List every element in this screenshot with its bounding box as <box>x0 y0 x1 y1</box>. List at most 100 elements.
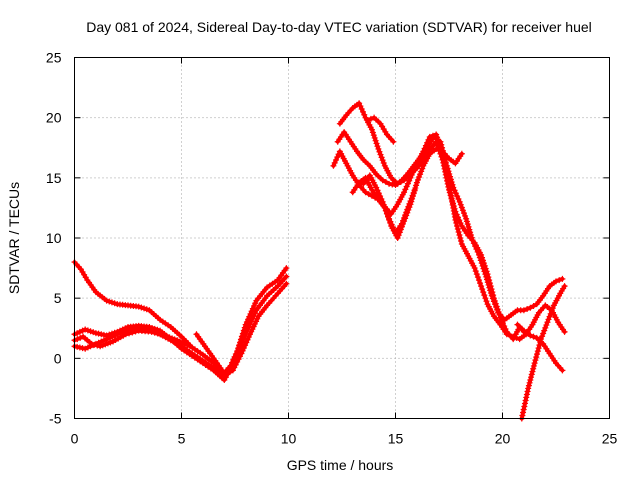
data-point-marker <box>158 331 165 338</box>
series-trace-j <box>360 172 418 237</box>
data-point-marker <box>457 235 464 241</box>
data-point-marker <box>490 295 497 302</box>
data-point-marker <box>390 138 397 145</box>
data-point-marker <box>401 189 408 196</box>
data-point-marker <box>487 283 494 290</box>
data-point-marker <box>466 226 473 233</box>
data-point-marker <box>74 343 81 350</box>
data-point-marker <box>450 200 457 207</box>
data-point-marker <box>479 254 486 261</box>
data-point-marker <box>143 306 150 313</box>
data-point-marker <box>465 223 472 230</box>
data-point-marker <box>483 268 490 275</box>
data-point-marker <box>103 297 110 304</box>
data-point-marker <box>387 218 394 225</box>
data-point-marker <box>91 341 98 348</box>
series-trace-m <box>514 321 566 374</box>
data-point-marker <box>369 129 376 136</box>
data-point-marker <box>408 195 415 202</box>
x-tick-label: 25 <box>602 431 618 447</box>
data-point-marker <box>375 145 382 152</box>
data-point-marker <box>525 385 532 392</box>
data-point-marker <box>388 221 395 228</box>
data-point-marker <box>501 323 508 330</box>
data-point-marker <box>251 302 258 309</box>
data-point-marker <box>108 333 115 340</box>
data-point-marker <box>530 333 537 340</box>
data-point-marker <box>79 345 86 352</box>
data-point-marker <box>76 328 83 335</box>
data-point-marker <box>544 319 551 326</box>
data-point-marker <box>452 190 459 197</box>
data-point-marker <box>87 328 94 335</box>
data-point-marker <box>248 318 255 325</box>
data-point-marker <box>483 298 490 305</box>
data-point-marker <box>433 138 440 145</box>
data-point-marker <box>446 186 452 193</box>
data-point-marker <box>524 388 531 395</box>
data-point-marker <box>482 295 489 302</box>
data-point-marker <box>148 328 155 335</box>
data-point-marker <box>458 204 465 211</box>
data-point-marker <box>79 327 86 334</box>
data-point-marker <box>458 238 465 245</box>
data-point-marker <box>442 168 449 175</box>
data-point-marker <box>489 289 496 296</box>
data-point-marker <box>402 212 409 219</box>
data-point-marker <box>98 338 105 345</box>
data-point-marker <box>491 297 498 304</box>
data-point-marker <box>471 265 478 272</box>
data-layer <box>71 100 568 422</box>
data-point-marker <box>464 221 471 228</box>
data-point-marker <box>451 205 458 212</box>
data-point-marker <box>543 322 550 329</box>
data-point-marker <box>246 321 253 328</box>
data-point-marker <box>242 330 249 337</box>
data-point-marker <box>477 280 484 287</box>
data-point-marker <box>443 174 450 181</box>
data-point-marker <box>74 336 81 343</box>
data-point-marker <box>446 189 453 196</box>
data-point-marker <box>481 292 488 299</box>
data-point-marker <box>546 313 553 320</box>
data-point-marker <box>77 334 84 341</box>
data-point-marker <box>249 305 256 312</box>
data-point-marker <box>479 286 486 293</box>
y-tick-label: 25 <box>46 50 62 66</box>
data-point-marker <box>450 203 457 210</box>
data-point-marker <box>486 277 493 284</box>
data-point-marker <box>485 274 492 281</box>
data-point-marker <box>451 187 458 194</box>
data-point-marker <box>520 409 527 416</box>
data-point-marker <box>447 192 454 199</box>
y-tick-label: 20 <box>46 110 62 126</box>
axis-layer: 0 5 10 15 20 25 -5 0 5 10 15 20 25 <box>46 50 618 447</box>
data-point-marker <box>490 292 497 299</box>
plot-frame <box>74 57 610 419</box>
data-point-marker <box>541 327 548 334</box>
data-point-marker <box>480 289 487 296</box>
data-point-marker <box>463 218 470 225</box>
data-point-marker <box>377 193 384 200</box>
data-point-marker <box>532 357 539 364</box>
series-line <box>194 332 225 373</box>
data-point-marker <box>244 336 251 343</box>
data-point-marker <box>484 271 491 278</box>
data-point-marker <box>475 277 482 284</box>
data-point-marker <box>521 400 528 407</box>
data-point-marker <box>521 403 528 410</box>
data-point-marker <box>440 162 447 169</box>
y-tick-label: 0 <box>54 350 62 366</box>
data-point-marker <box>433 145 440 152</box>
data-point-marker <box>151 329 158 336</box>
data-point-marker <box>114 331 121 338</box>
data-point-marker <box>406 200 413 207</box>
data-point-marker <box>527 332 534 339</box>
data-point-marker <box>389 224 396 231</box>
data-point-marker <box>448 179 455 186</box>
data-point-marker <box>488 286 495 293</box>
data-point-marker <box>528 371 535 378</box>
data-point-marker <box>530 302 537 309</box>
data-point-marker <box>478 283 485 290</box>
data-point-marker <box>444 177 451 184</box>
